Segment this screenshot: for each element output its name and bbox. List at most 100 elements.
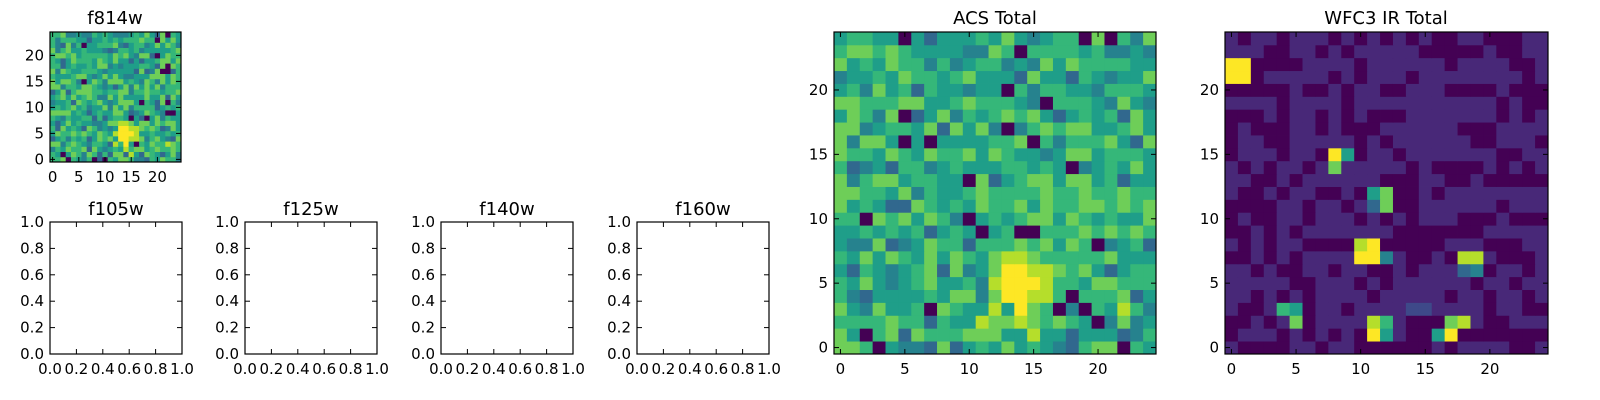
- heatmap-cell: [55, 130, 61, 137]
- heatmap-cell: [1457, 212, 1471, 226]
- y-tick-label: 0.4: [20, 292, 44, 310]
- heatmap-cell: [81, 125, 88, 132]
- heatmap-cell: [1143, 32, 1157, 46]
- heatmap-cell: [872, 212, 886, 226]
- heatmap-cell: [60, 58, 67, 64]
- heatmap-cell: [149, 136, 156, 142]
- heatmap-cell: [81, 120, 88, 126]
- heatmap-cell: [1418, 250, 1433, 265]
- heatmap-cell: [1065, 83, 1080, 97]
- x-tick-label: 0.2: [651, 360, 675, 378]
- heatmap-cell: [86, 47, 93, 54]
- heatmap-cell: [97, 32, 103, 38]
- heatmap-cell: [872, 315, 886, 329]
- heatmap-cell: [154, 141, 161, 147]
- heatmap-cell: [834, 83, 848, 97]
- heatmap-cell: [60, 99, 67, 106]
- heatmap-cell: [975, 96, 989, 110]
- heatmap-cell: [1315, 289, 1329, 303]
- heatmap-cell: [133, 73, 140, 80]
- heatmap-cell: [1457, 199, 1471, 213]
- heatmap-cell: [1130, 186, 1144, 200]
- heatmap-cell: [1328, 199, 1342, 213]
- heatmap-cell: [1078, 57, 1092, 72]
- heatmap-cell: [1302, 238, 1316, 252]
- heatmap-cell: [91, 37, 98, 43]
- heatmap-cell: [1457, 173, 1471, 187]
- heatmap-cell: [1091, 276, 1105, 290]
- heatmap-cell: [859, 186, 874, 200]
- heatmap-cell: [81, 63, 88, 69]
- heatmap-cell: [911, 57, 925, 72]
- heatmap-cell: [70, 94, 77, 100]
- heatmap-cell: [924, 328, 938, 342]
- heatmap-cell: [170, 32, 177, 38]
- heatmap-cell: [97, 68, 103, 74]
- heatmap-cell: [1380, 83, 1394, 97]
- heatmap-cell: [1405, 32, 1420, 46]
- heatmap-cell: [86, 151, 93, 158]
- heatmap-cell: [1001, 109, 1015, 123]
- heatmap-cell: [1418, 199, 1433, 213]
- heatmap-cell: [1143, 276, 1157, 290]
- heatmap-cell: [81, 146, 88, 152]
- heatmap-cell: [107, 115, 114, 121]
- heatmap-cell: [70, 89, 77, 95]
- heatmap-cell: [975, 186, 989, 200]
- heatmap-cell: [937, 160, 951, 175]
- heatmap-cell: [123, 42, 129, 48]
- heatmap-cell: [949, 212, 964, 226]
- y-tick-label: 20: [25, 46, 44, 64]
- heatmap-cell: [1014, 250, 1028, 265]
- heatmap-cell: [102, 141, 109, 147]
- heatmap-cell: [123, 73, 129, 80]
- heatmap-cell: [76, 115, 82, 121]
- heatmap-cell: [1341, 83, 1355, 97]
- heatmap-cell: [924, 341, 938, 355]
- heatmap-cell: [1091, 70, 1105, 84]
- heatmap-cell: [128, 115, 135, 121]
- heatmap-cell: [91, 110, 98, 116]
- heatmap-cell: [1392, 212, 1407, 226]
- heatmap-cell: [144, 110, 150, 116]
- heatmap-cell: [149, 63, 156, 69]
- heatmap-cell: [1014, 70, 1028, 84]
- heatmap-cell: [144, 78, 150, 85]
- heatmap-cell: [123, 104, 129, 111]
- heatmap-cell: [1001, 70, 1015, 84]
- heatmap-cell: [1104, 341, 1118, 355]
- heatmap-cell: [1418, 315, 1433, 329]
- heatmap-cell: [1289, 122, 1303, 136]
- heatmap-cell: [859, 70, 874, 84]
- heatmap-cell: [1328, 83, 1342, 97]
- heatmap-cell: [149, 141, 156, 147]
- heatmap-cell: [118, 42, 124, 48]
- heatmap-cell: [144, 37, 150, 43]
- heatmap-cell: [1250, 225, 1265, 239]
- heatmap-cell: [1040, 173, 1054, 187]
- heatmap-cell: [165, 141, 171, 147]
- heatmap-cell: [170, 58, 177, 64]
- heatmap-cell: [1535, 122, 1549, 136]
- heatmap-cell: [50, 120, 56, 126]
- heatmap-cell: [846, 160, 861, 175]
- heatmap-cell: [1418, 289, 1433, 303]
- heatmap-cell: [898, 199, 912, 213]
- heatmap-cell: [139, 73, 145, 80]
- heatmap-cell: [1392, 199, 1407, 213]
- heatmap-cell: [1250, 263, 1265, 278]
- heatmap-cell: [975, 238, 989, 252]
- heatmap-cell: [160, 99, 166, 106]
- heatmap-cell: [949, 250, 964, 265]
- heatmap-cell: [1302, 83, 1316, 97]
- heatmap-cell: [1431, 341, 1446, 355]
- heatmap-cell: [1341, 276, 1355, 290]
- heatmap-cell: [1040, 315, 1054, 329]
- heatmap-cell: [165, 94, 171, 100]
- heatmap-cell: [1315, 70, 1329, 84]
- heatmap-cell: [1143, 238, 1157, 252]
- heatmap-cell: [123, 151, 129, 158]
- heatmap-cell: [102, 58, 109, 64]
- heatmap-cell: [1263, 44, 1278, 59]
- heatmap-cell: [97, 73, 103, 80]
